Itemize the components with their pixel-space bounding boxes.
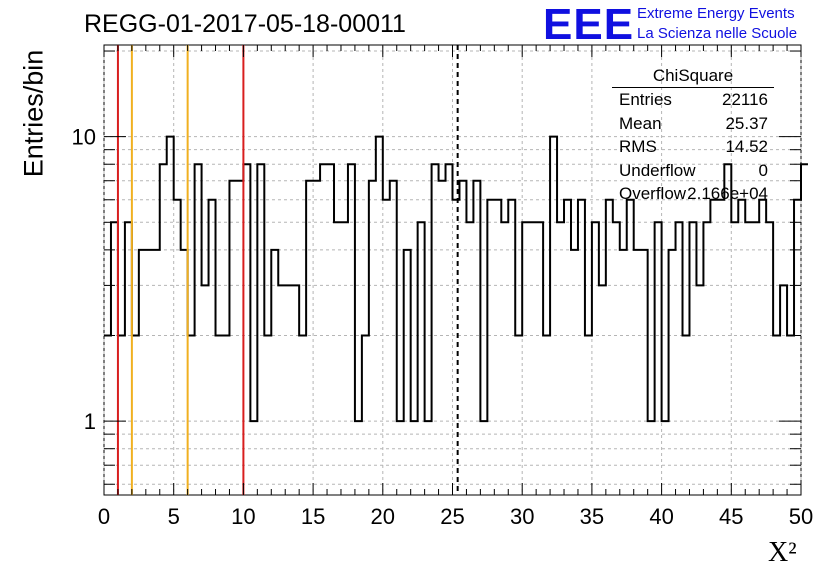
stats-box: ChiSquare Entries 22116 Mean 25.37 RMS 1…	[612, 66, 774, 208]
x-tick-label: 40	[649, 504, 673, 529]
x-tick-label: 0	[98, 504, 110, 529]
stats-key: Entries	[619, 90, 672, 109]
chart-title: REGG-01-2017-05-18-00011	[84, 10, 406, 38]
y-axis-label: Entries/bin	[18, 49, 49, 178]
stats-key: Overflow	[619, 184, 687, 203]
x-tick-label: 5	[168, 504, 180, 529]
marker-lines	[116, 45, 459, 495]
stats-key: Mean	[619, 113, 662, 133]
x-tick-label: 20	[371, 504, 395, 529]
y-tick-label: 10	[72, 125, 96, 150]
y-tick-label: 1	[84, 409, 96, 434]
stats-key: Underflow	[619, 160, 696, 180]
stats-row: Entries 22116	[612, 90, 774, 114]
stats-row: Underflow 0	[612, 161, 774, 185]
logo-line-1: Extreme Energy Events	[637, 5, 795, 22]
stats-row: Mean 25.37	[612, 114, 774, 138]
histogram-series	[104, 135, 808, 423]
tick-labels: 0 5 10 15 20 25 30 35 40 45 50 1 10	[72, 125, 814, 529]
x-tick-label: 30	[510, 504, 534, 529]
stats-row: Overflow 2.166e+04	[612, 184, 774, 208]
x-tick-label: 50	[789, 504, 813, 529]
stats-title: ChiSquare	[652, 66, 734, 85]
x-axis-label: X²	[768, 537, 797, 568]
stats-value: 25.37	[725, 113, 768, 133]
axis-ticks	[103, 45, 802, 495]
logo-line-2: La Scienza nelle Scuole	[637, 25, 798, 42]
x-tick-label: 15	[301, 504, 325, 529]
x-tick-label: 10	[231, 504, 255, 529]
x-tick-label: 25	[440, 504, 464, 529]
histogram-line	[104, 135, 808, 423]
stats-value: 14.52	[725, 137, 768, 156]
eee-logo: EEE	[543, 0, 635, 49]
stats-value: 0	[758, 160, 768, 180]
stats-divider	[612, 87, 774, 88]
stats-key: RMS	[619, 137, 657, 156]
stats-value: 22116	[721, 90, 768, 109]
x-tick-label: 35	[580, 504, 604, 529]
stats-value: 2.166e+04	[687, 184, 768, 203]
stats-row: RMS 14.52	[612, 137, 774, 161]
x-tick-label: 45	[719, 504, 743, 529]
